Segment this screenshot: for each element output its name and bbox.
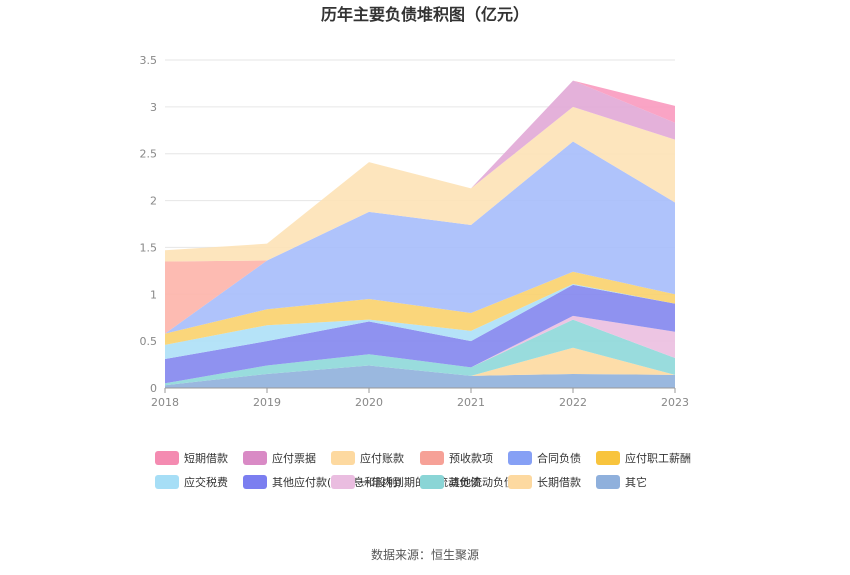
legend-swatch [243, 451, 267, 465]
y-tick-label: 3 [150, 101, 157, 114]
legend-label: 应付职工薪酬 [625, 451, 691, 465]
y-tick-label: 2.5 [140, 148, 158, 161]
legend-swatch [420, 475, 444, 489]
x-tick-label: 2021 [457, 396, 485, 409]
data-source: 数据来源：恒生聚源 [371, 547, 479, 562]
legend-swatch [331, 475, 355, 489]
y-tick-label: 3.5 [140, 54, 158, 67]
axes: 0 0.5 1 1.5 2 2.5 3 3.5 2018 2019 2020 2021 2022 2023 [140, 54, 690, 409]
series-area-10 [165, 80, 675, 251]
x-tick-label: 2020 [355, 396, 383, 409]
x-tick-label: 2022 [559, 396, 587, 409]
y-tick-label: 1 [150, 288, 157, 301]
y-tick-label: 0.5 [140, 335, 158, 348]
legend-swatch [420, 451, 444, 465]
legend-item[interactable]: 应付职工薪酬 [596, 451, 691, 465]
legend-item[interactable]: 应交税费 [155, 475, 228, 489]
series-areas [165, 80, 675, 388]
series-area-0 [165, 365, 675, 388]
legend-item[interactable]: 其它 [596, 475, 647, 489]
x-tick-label: 2018 [151, 396, 179, 409]
legend-label: 应付账款 [360, 451, 404, 465]
legend-item[interactable]: 短期借款 [155, 451, 228, 465]
series-area-7 [165, 141, 675, 334]
legend-swatch [155, 451, 179, 465]
legend-item[interactable]: 合同负债 [508, 451, 581, 465]
legend-label: 合同负债 [537, 451, 581, 465]
legend-label: 应付票据 [272, 451, 316, 465]
legend-label: 应交税费 [184, 475, 228, 489]
legend-swatch [331, 451, 355, 465]
series-area-9 [165, 106, 675, 262]
y-tick-label: 2 [150, 195, 157, 208]
legend-label: 长期借款 [537, 475, 581, 489]
legend-swatch [508, 475, 532, 489]
legend-label: 其他流动负债 [449, 475, 515, 489]
legend-swatch [596, 451, 620, 465]
legend-item[interactable]: 其他流动负债 [420, 475, 515, 489]
legend-item[interactable]: 应付账款 [331, 451, 404, 465]
y-tick-label: 1.5 [140, 241, 158, 254]
series-area-6 [165, 271, 675, 345]
x-tick-label: 2023 [661, 396, 689, 409]
series-area-11 [165, 80, 675, 251]
legend-swatch [508, 451, 532, 465]
y-tick-label: 0 [150, 382, 157, 395]
series-area-4 [165, 284, 675, 384]
legend-label: 其它 [625, 475, 647, 489]
legend-item[interactable]: 预收款项 [420, 451, 493, 465]
legend-item[interactable]: 长期借款 [508, 475, 581, 489]
legend-swatch [155, 475, 179, 489]
legend-swatch [243, 475, 267, 489]
series-area-2 [165, 319, 675, 386]
legend-item[interactable]: 应付票据 [243, 451, 316, 465]
x-tick-label: 2019 [253, 396, 281, 409]
legend-swatch [596, 475, 620, 489]
legend-label: 预收款项 [449, 451, 493, 465]
chart-title: 历年主要负债堆积图（亿元） [321, 5, 529, 24]
legend-label: 短期借款 [184, 451, 228, 465]
series-area-1 [165, 347, 675, 386]
legend: 短期借款应付票据应付账款预收款项合同负债应付职工薪酬应交税费其他应付款(含利息和… [155, 451, 691, 489]
